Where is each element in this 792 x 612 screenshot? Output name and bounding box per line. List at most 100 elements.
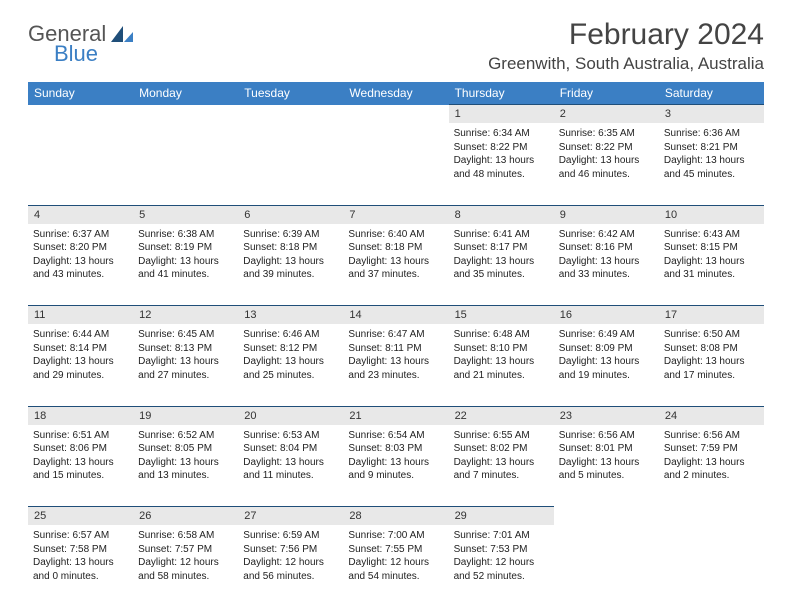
day-detail-row: Sunrise: 6:34 AMSunset: 8:22 PMDaylight:… [28, 123, 764, 205]
day-number-cell: 15 [449, 306, 554, 325]
day-number-cell: 10 [659, 205, 764, 224]
day-number-cell: 11 [28, 306, 133, 325]
sunset-text: Sunset: 7:59 PM [664, 442, 759, 456]
sunrise-text: Sunrise: 6:58 AM [138, 529, 233, 543]
daylight-text: Daylight: 13 hours [454, 355, 549, 369]
sunset-text: Sunset: 8:17 PM [454, 241, 549, 255]
daylight-text: and 58 minutes. [138, 570, 233, 584]
sunset-text: Sunset: 7:56 PM [243, 543, 338, 557]
daylight-text: and 15 minutes. [33, 469, 128, 483]
sunrise-text: Sunrise: 6:35 AM [559, 127, 654, 141]
daylight-text: and 17 minutes. [664, 369, 759, 383]
daylight-text: Daylight: 13 hours [33, 556, 128, 570]
day-number-row: 18192021222324 [28, 406, 764, 425]
sunrise-text: Sunrise: 7:00 AM [348, 529, 443, 543]
day-number-cell: 14 [343, 306, 448, 325]
day-detail-cell: Sunrise: 6:56 AMSunset: 8:01 PMDaylight:… [554, 425, 659, 507]
daylight-text: and 37 minutes. [348, 268, 443, 282]
sunset-text: Sunset: 8:22 PM [454, 141, 549, 155]
sunset-text: Sunset: 7:57 PM [138, 543, 233, 557]
sunrise-text: Sunrise: 6:56 AM [559, 429, 654, 443]
sunrise-text: Sunrise: 6:55 AM [454, 429, 549, 443]
day-number-cell: 24 [659, 406, 764, 425]
day-detail-cell: Sunrise: 7:00 AMSunset: 7:55 PMDaylight:… [343, 525, 448, 607]
sunset-text: Sunset: 8:14 PM [33, 342, 128, 356]
sunset-text: Sunset: 8:08 PM [664, 342, 759, 356]
daylight-text: and 48 minutes. [454, 168, 549, 182]
day-number-row: 123 [28, 105, 764, 124]
daylight-text: and 11 minutes. [243, 469, 338, 483]
daylight-text: Daylight: 13 hours [348, 456, 443, 470]
sunset-text: Sunset: 8:19 PM [138, 241, 233, 255]
sunset-text: Sunset: 8:03 PM [348, 442, 443, 456]
sunset-text: Sunset: 8:18 PM [348, 241, 443, 255]
day-detail-cell [133, 123, 238, 205]
day-detail-row: Sunrise: 6:37 AMSunset: 8:20 PMDaylight:… [28, 224, 764, 306]
sunset-text: Sunset: 8:02 PM [454, 442, 549, 456]
sunset-text: Sunset: 7:58 PM [33, 543, 128, 557]
day-detail-cell: Sunrise: 6:37 AMSunset: 8:20 PMDaylight:… [28, 224, 133, 306]
weekday-header: Saturday [659, 82, 764, 105]
day-number-cell: 29 [449, 507, 554, 526]
logo: General Blue [28, 24, 135, 64]
daylight-text: Daylight: 13 hours [559, 456, 654, 470]
day-number-cell [133, 105, 238, 124]
daylight-text: and 25 minutes. [243, 369, 338, 383]
sunset-text: Sunset: 8:22 PM [559, 141, 654, 155]
sunrise-text: Sunrise: 7:01 AM [454, 529, 549, 543]
day-number-cell [554, 507, 659, 526]
day-detail-cell: Sunrise: 6:54 AMSunset: 8:03 PMDaylight:… [343, 425, 448, 507]
day-detail-cell: Sunrise: 6:49 AMSunset: 8:09 PMDaylight:… [554, 324, 659, 406]
day-detail-cell [659, 525, 764, 607]
daylight-text: and 35 minutes. [454, 268, 549, 282]
day-number-cell: 20 [238, 406, 343, 425]
daylight-text: and 0 minutes. [33, 570, 128, 584]
weekday-header: Wednesday [343, 82, 448, 105]
location: Greenwith, South Australia, Australia [488, 54, 764, 74]
daylight-text: Daylight: 13 hours [243, 255, 338, 269]
daylight-text: Daylight: 13 hours [559, 154, 654, 168]
logo-text: General Blue [28, 24, 135, 64]
day-detail-cell: Sunrise: 6:53 AMSunset: 8:04 PMDaylight:… [238, 425, 343, 507]
daylight-text: and 21 minutes. [454, 369, 549, 383]
day-number-cell: 7 [343, 205, 448, 224]
day-detail-cell [554, 525, 659, 607]
day-detail-cell: Sunrise: 6:46 AMSunset: 8:12 PMDaylight:… [238, 324, 343, 406]
daylight-text: and 54 minutes. [348, 570, 443, 584]
sunset-text: Sunset: 7:53 PM [454, 543, 549, 557]
day-detail-cell: Sunrise: 6:44 AMSunset: 8:14 PMDaylight:… [28, 324, 133, 406]
logo-word-blue: Blue [54, 44, 135, 64]
daylight-text: and 52 minutes. [454, 570, 549, 584]
daylight-text: Daylight: 12 hours [454, 556, 549, 570]
daylight-text: and 33 minutes. [559, 268, 654, 282]
day-number-cell: 23 [554, 406, 659, 425]
daylight-text: and 46 minutes. [559, 168, 654, 182]
day-number-cell: 25 [28, 507, 133, 526]
daylight-text: Daylight: 13 hours [664, 255, 759, 269]
daylight-text: Daylight: 13 hours [138, 255, 233, 269]
sunrise-text: Sunrise: 6:37 AM [33, 228, 128, 242]
sunrise-text: Sunrise: 6:53 AM [243, 429, 338, 443]
day-number-cell: 8 [449, 205, 554, 224]
daylight-text: Daylight: 13 hours [138, 355, 233, 369]
weekday-header-row: Sunday Monday Tuesday Wednesday Thursday… [28, 82, 764, 105]
sunset-text: Sunset: 8:21 PM [664, 141, 759, 155]
sunrise-text: Sunrise: 6:43 AM [664, 228, 759, 242]
sunset-text: Sunset: 8:18 PM [243, 241, 338, 255]
day-number-cell: 18 [28, 406, 133, 425]
sunrise-text: Sunrise: 6:41 AM [454, 228, 549, 242]
daylight-text: and 7 minutes. [454, 469, 549, 483]
daylight-text: Daylight: 13 hours [348, 255, 443, 269]
daylight-text: Daylight: 13 hours [559, 355, 654, 369]
day-number-cell: 19 [133, 406, 238, 425]
sunrise-text: Sunrise: 6:56 AM [664, 429, 759, 443]
daylight-text: Daylight: 13 hours [559, 255, 654, 269]
day-detail-cell: Sunrise: 6:56 AMSunset: 7:59 PMDaylight:… [659, 425, 764, 507]
day-number-cell: 5 [133, 205, 238, 224]
day-detail-cell: Sunrise: 6:41 AMSunset: 8:17 PMDaylight:… [449, 224, 554, 306]
weekday-header: Thursday [449, 82, 554, 105]
daylight-text: and 27 minutes. [138, 369, 233, 383]
daylight-text: and 23 minutes. [348, 369, 443, 383]
sunset-text: Sunset: 8:09 PM [559, 342, 654, 356]
day-detail-cell: Sunrise: 6:50 AMSunset: 8:08 PMDaylight:… [659, 324, 764, 406]
